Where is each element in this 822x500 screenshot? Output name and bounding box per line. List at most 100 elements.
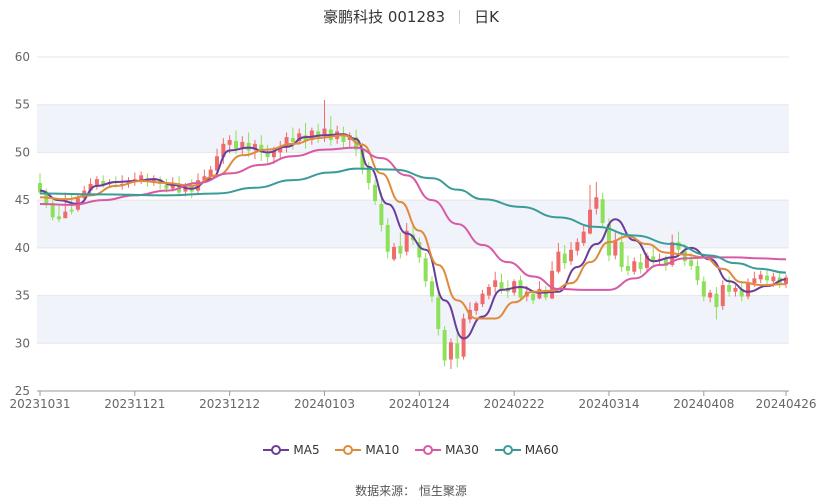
- candle-body: [252, 143, 257, 150]
- candle-body: [638, 262, 643, 269]
- candle-body: [733, 287, 738, 292]
- candle-body: [151, 178, 156, 183]
- legend-label: MA60: [524, 443, 559, 457]
- candle-body: [170, 183, 175, 189]
- candle-body: [385, 224, 390, 252]
- x-tick-label: 20231031: [9, 397, 70, 411]
- candle-body: [208, 169, 213, 177]
- legend-item-ma60[interactable]: MA60: [494, 443, 559, 457]
- candle-body: [499, 282, 504, 289]
- candle-body: [594, 197, 599, 209]
- candle-body: [183, 186, 188, 192]
- stock-name-code: 豪鹏科技 001283: [323, 8, 446, 26]
- legend-item-ma5[interactable]: MA5: [263, 443, 320, 457]
- candle-body: [550, 270, 555, 299]
- x-tick-label: 20231212: [199, 397, 260, 411]
- y-tick-label: 45: [15, 193, 30, 207]
- candle-body: [290, 138, 295, 142]
- candle-body: [663, 258, 668, 266]
- candle-body: [429, 281, 434, 297]
- candle-body: [619, 242, 624, 267]
- candle-body: [309, 130, 314, 141]
- legend-label: MA10: [365, 443, 400, 457]
- x-tick-label: 20240124: [389, 397, 450, 411]
- y-tick-label: 50: [15, 145, 30, 159]
- x-tick-label: 20240314: [578, 397, 639, 411]
- candle-body: [259, 144, 264, 153]
- grid-band: [37, 104, 789, 153]
- candle-body: [227, 140, 232, 145]
- candle-body: [455, 343, 460, 359]
- candle-body: [202, 176, 207, 181]
- candle-body: [442, 329, 447, 361]
- candle-body: [221, 143, 226, 158]
- candle-body: [625, 265, 630, 271]
- data-source: 数据来源： 恒生聚源: [355, 484, 467, 498]
- candle-body: [727, 285, 732, 292]
- candle-body: [676, 242, 681, 250]
- candle-body: [284, 137, 289, 148]
- candle-body: [543, 289, 548, 298]
- candle-body: [265, 153, 270, 158]
- candle-body: [581, 231, 586, 244]
- candle-body: [215, 156, 220, 171]
- candle-body: [297, 133, 302, 141]
- candle-body: [720, 285, 725, 307]
- candle-body: [366, 166, 371, 183]
- candle-body: [765, 275, 770, 281]
- y-tick-label: 35: [15, 289, 30, 303]
- y-tick-label: 55: [15, 98, 30, 112]
- y-tick-label: 60: [15, 50, 30, 64]
- candle-body: [569, 249, 574, 262]
- candle-body: [701, 281, 706, 297]
- candle-body: [132, 179, 137, 181]
- candle-body: [392, 246, 397, 260]
- legend-item-ma30[interactable]: MA30: [415, 443, 479, 457]
- candle-body: [278, 146, 283, 153]
- candle-body: [139, 175, 144, 181]
- legend-marker-icon: [263, 445, 290, 455]
- candle-body: [271, 151, 276, 158]
- candle-body: [486, 286, 491, 296]
- candle-body: [600, 199, 605, 224]
- legend-label: MA5: [293, 443, 320, 457]
- candle-body: [695, 265, 700, 281]
- candle-body: [518, 280, 523, 298]
- x-tick-label: 20240222: [484, 397, 545, 411]
- legend: MA5 MA10 MA30 MA60: [0, 443, 822, 459]
- x-tick-label: 20231121: [104, 397, 165, 411]
- candle-body: [322, 128, 327, 137]
- candle-body: [164, 184, 169, 189]
- candle-body: [373, 184, 378, 202]
- candlestick-chart: 25 30 35 40 45 50 55 60 20231031 20231121 20231212…: [9, 50, 816, 411]
- candle-body: [758, 274, 763, 280]
- candle-body: [708, 292, 713, 298]
- ma-line-ma60: [39, 167, 787, 274]
- legend-item-ma10[interactable]: MA10: [335, 443, 399, 457]
- candle-body: [480, 293, 485, 305]
- candle-body: [752, 278, 757, 284]
- x-tick-label: 20240408: [673, 397, 734, 411]
- candle-body: [233, 140, 238, 149]
- candle-body: [436, 297, 441, 329]
- chart-title: 豪鹏科技 001283 日K: [0, 6, 822, 27]
- candle-body: [63, 211, 68, 219]
- candle-body: [341, 133, 346, 142]
- candle-body: [613, 240, 618, 256]
- period-label: 日K: [474, 8, 499, 26]
- candle-body: [682, 250, 687, 262]
- candle-body: [101, 181, 106, 185]
- candle-body: [69, 209, 74, 212]
- ma-line-ma30: [39, 146, 787, 291]
- candle-body: [493, 280, 498, 287]
- candle-body: [38, 182, 42, 193]
- candle-body: [404, 230, 409, 252]
- candle-body: [94, 179, 99, 185]
- candle-body: [651, 256, 656, 262]
- candle-body: [531, 293, 536, 301]
- candle-body: [606, 224, 611, 256]
- candle-body: [88, 183, 93, 191]
- candle-body: [689, 260, 694, 266]
- candle-body: [575, 242, 580, 251]
- candle-body: [714, 293, 719, 308]
